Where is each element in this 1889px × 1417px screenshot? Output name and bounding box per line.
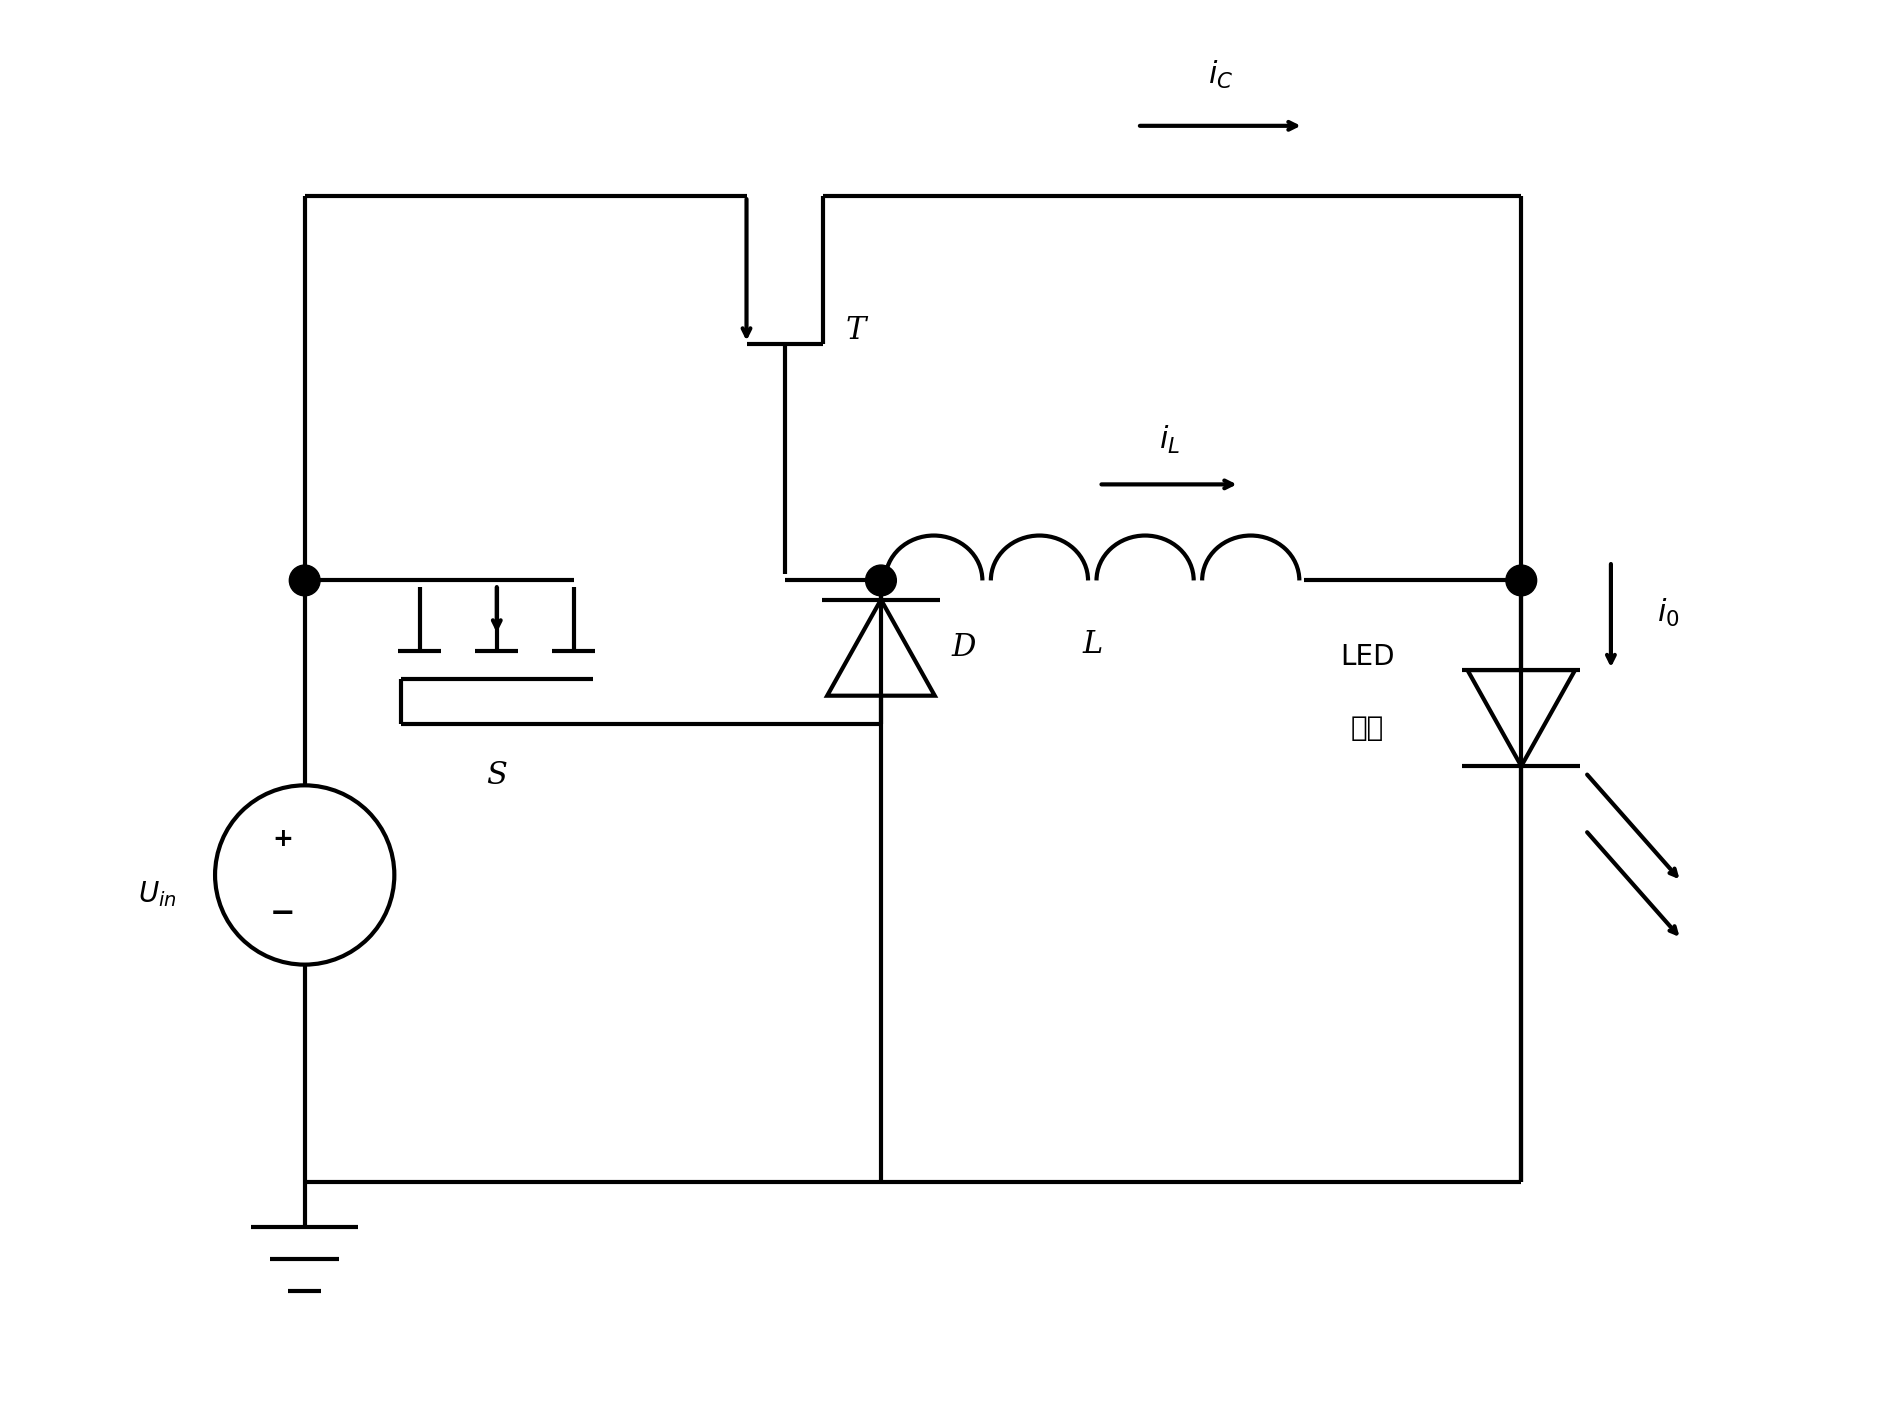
Text: $i_0$: $i_0$ bbox=[1657, 597, 1679, 629]
Circle shape bbox=[865, 565, 895, 595]
Text: T: T bbox=[844, 315, 865, 346]
Text: $i_L$: $i_L$ bbox=[1158, 424, 1179, 456]
Text: $U_{in}$: $U_{in}$ bbox=[138, 880, 178, 910]
Text: $i_C$: $i_C$ bbox=[1207, 58, 1232, 91]
Text: S: S bbox=[485, 760, 506, 791]
Text: D: D bbox=[952, 632, 977, 663]
Text: LED: LED bbox=[1339, 643, 1394, 672]
Text: L: L bbox=[1082, 629, 1101, 660]
Text: +: + bbox=[272, 828, 293, 852]
Text: −: − bbox=[270, 898, 295, 928]
Circle shape bbox=[1506, 565, 1536, 595]
Circle shape bbox=[289, 565, 319, 595]
Text: 灯组: 灯组 bbox=[1351, 714, 1383, 741]
